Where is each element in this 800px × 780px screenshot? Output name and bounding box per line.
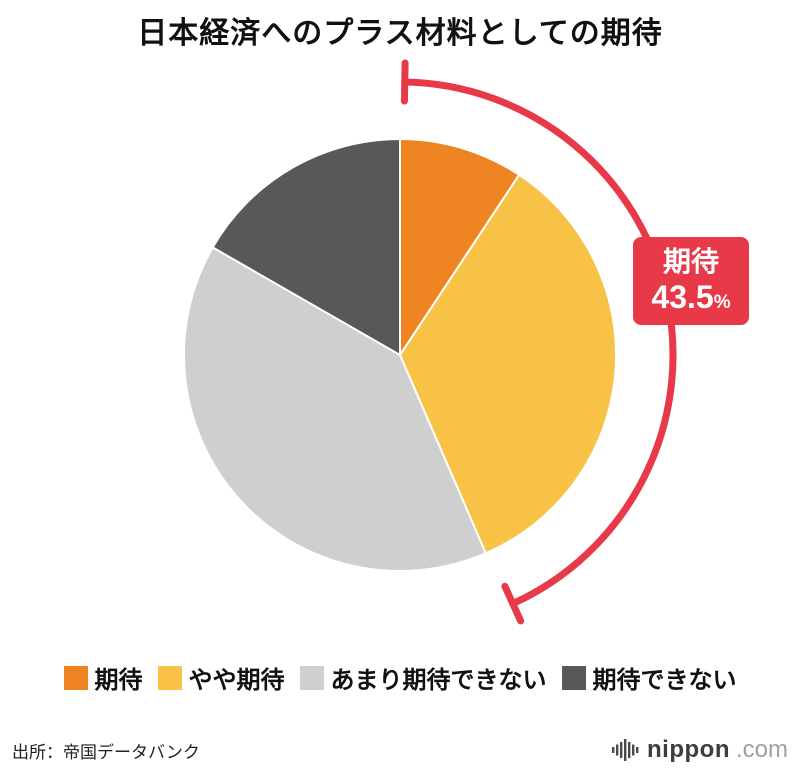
legend-item: やや期待 [157,660,285,695]
legend-item: 期待 [63,660,143,695]
legend-swatch-icon [63,665,88,690]
pie-slice-0 [399,137,521,359]
annotation-label: 期待 [662,246,719,277]
annotation-value-number: 43.5 [651,278,714,315]
annotation-box: 期待 43.5% [633,237,749,325]
legend-label: あまり期待できない [330,667,547,694]
bracket-end-tick [501,582,525,625]
source-text: 出所：帝国データバンク [12,742,200,762]
soundwave-bars-icon [612,739,639,761]
chart-title: 日本経済へのプラス材料としての期待 [137,17,663,50]
legend-swatch-icon [561,665,586,690]
bracket-end-tick [400,59,409,105]
pie-slice-2 [183,246,488,572]
legend-swatch-icon [157,665,182,690]
legend-label: やや期待 [188,667,285,694]
brand-suffix: .com [735,736,788,763]
legend-swatch-icon [299,665,324,690]
pie-slices [183,137,617,572]
annotation-value: 43.5% [633,278,749,315]
pie-slice-1 [398,173,617,555]
legend: 期待 やや期待 あまり期待できない 期待できない [0,660,800,695]
legend-item: あまり期待できない [299,660,547,695]
annotation-unit: % [713,291,731,313]
legend-item: 期待できない [561,660,737,695]
pie-slice-3 [211,137,401,357]
legend-label: 期待 [94,667,143,694]
brand-logo: nippon .com [611,736,788,764]
legend-label: 期待できない [592,667,737,694]
footer: 出所：帝国データバンク nippon .com [0,730,800,770]
brand-name: nippon [647,736,730,763]
